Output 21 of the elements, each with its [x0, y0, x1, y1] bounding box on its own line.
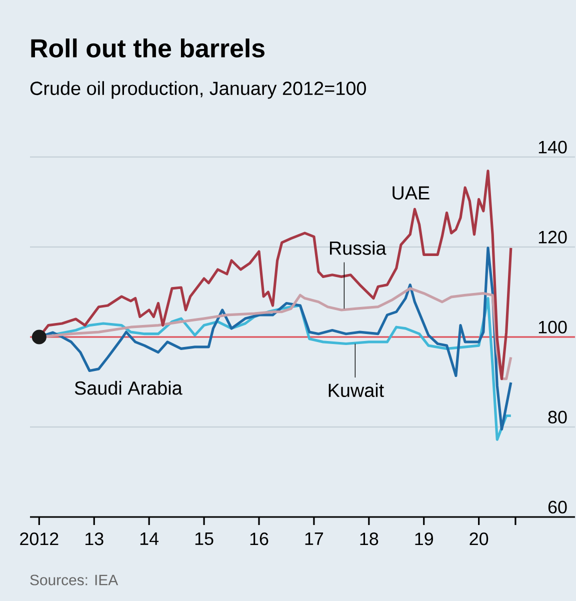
chart-subtitle: Crude oil production, January 2012=100: [30, 81, 366, 99]
y-tick-label: 80: [548, 410, 567, 424]
x-tick-label: 18: [360, 532, 378, 546]
x-tick-label: 20: [470, 532, 488, 546]
x-tick-label: 17: [305, 532, 324, 545]
x-tick-label: 2012: [20, 532, 58, 546]
text: Kuwait: [328, 383, 384, 398]
x-tick-label: 19: [415, 532, 433, 546]
x-tick-label: 15: [195, 532, 214, 546]
y-tick-label: 140: [538, 140, 567, 154]
x-tick-label: 16: [250, 532, 268, 546]
series-label: UAE: [392, 186, 430, 200]
y-tick-label: 100: [538, 320, 567, 334]
text: Russia: [330, 240, 386, 255]
chart-title: Roll out the barrels: [31, 38, 264, 58]
x-tick-label: 13: [86, 532, 104, 546]
y-tick-label: 120: [538, 230, 567, 244]
y-tick-label: 60: [548, 500, 567, 514]
source-note: Sources: IEA: [30, 574, 118, 586]
series-label: Saudi Arabia: [74, 380, 182, 395]
x-tick-label: 14: [140, 532, 159, 545]
